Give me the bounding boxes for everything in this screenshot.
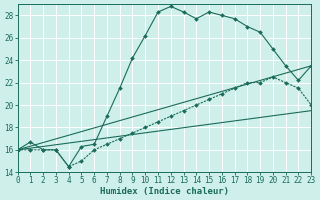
X-axis label: Humidex (Indice chaleur): Humidex (Indice chaleur) bbox=[100, 187, 229, 196]
